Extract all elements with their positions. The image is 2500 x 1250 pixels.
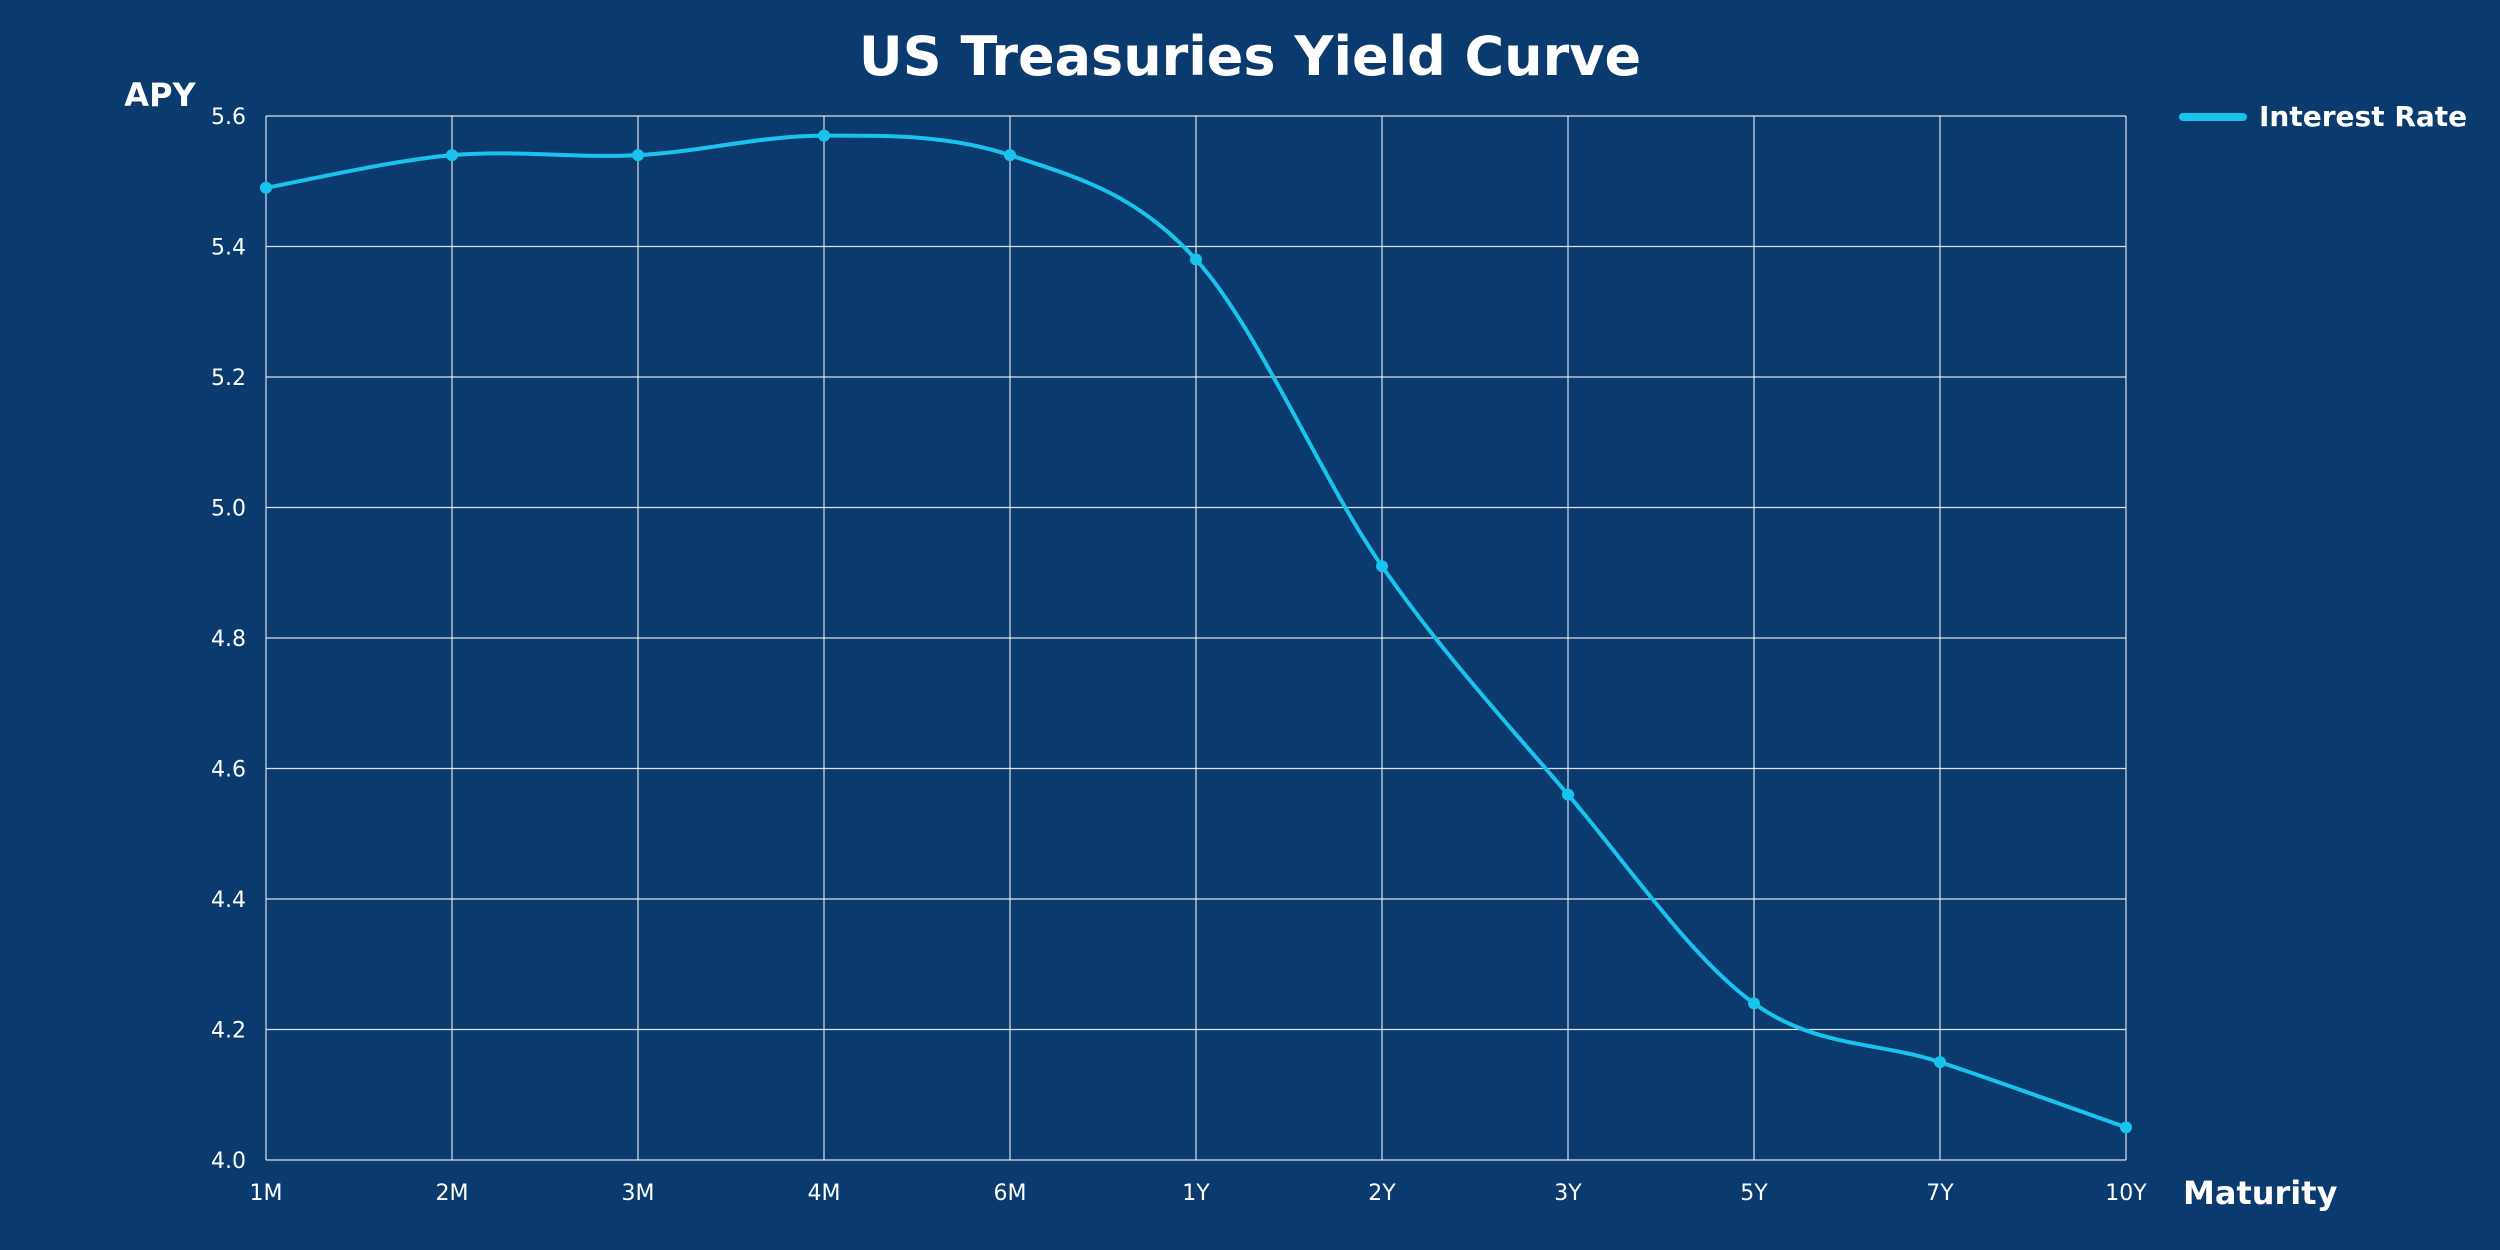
x-tick-label: 1Y	[1182, 1181, 1210, 1206]
y-tick-label: 5.2	[211, 366, 246, 391]
y-tick-label: 5.4	[211, 236, 246, 261]
x-tick-label: 10Y	[2105, 1181, 2147, 1206]
y-tick-label: 4.4	[211, 888, 246, 913]
y-tick-label: 5.6	[211, 105, 246, 130]
x-tick-label: 2Y	[1368, 1181, 1396, 1206]
x-tick-label: 1M	[250, 1181, 283, 1206]
chart-title: US Treasuries Yield Curve	[859, 25, 1641, 88]
data-point	[260, 181, 272, 194]
x-tick-label: 3M	[622, 1181, 655, 1206]
x-tick-label: 2M	[436, 1181, 469, 1206]
data-point	[1562, 788, 1574, 801]
data-point	[818, 129, 830, 142]
data-point	[1190, 253, 1202, 266]
tick-label-layer: 4.0 4.2 4.4 4.6 4.8 5.0 5.2 5.4 5.6 1M 2M 3M 4M 6M 1Y 2…	[211, 105, 2147, 1206]
data-point	[1748, 997, 1760, 1010]
y-tick-label: 5.0	[211, 497, 246, 522]
x-tick-label: 7Y	[1926, 1181, 1954, 1206]
x-tick-label: 6M	[994, 1181, 1027, 1206]
data-point	[632, 149, 644, 162]
series-line-interest-rate	[265, 133, 2127, 1130]
data-point	[1376, 560, 1388, 573]
data-point	[446, 149, 458, 162]
y-tick-label: 4.0	[211, 1149, 246, 1174]
x-tick-label: 3Y	[1554, 1181, 1582, 1206]
x-tick-label: 5Y	[1740, 1181, 1768, 1206]
legend-label-interest-rate: Interest Rate	[2259, 100, 2467, 133]
y-tick-label: 4.2	[211, 1019, 246, 1044]
y-axis-title: APY	[124, 76, 196, 114]
legend: Interest Rate	[2179, 100, 2467, 133]
x-tick-label: 4M	[808, 1181, 841, 1206]
y-tick-label: 4.6	[211, 758, 246, 783]
grid-layer	[265, 115, 2127, 1161]
data-point	[2120, 1121, 2132, 1134]
y-tick-label: 4.8	[211, 627, 246, 652]
data-point	[1934, 1056, 1946, 1069]
series-layer	[260, 129, 2132, 1134]
data-point	[1004, 149, 1016, 162]
x-axis-title: Maturity	[2183, 1174, 2338, 1212]
